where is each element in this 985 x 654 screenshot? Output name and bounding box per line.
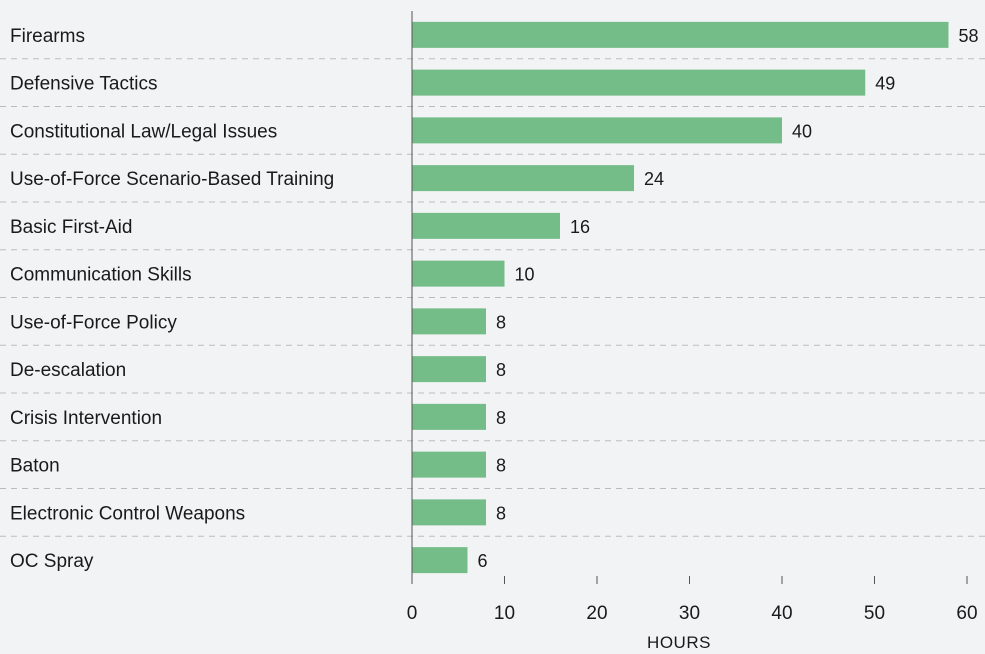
bar-oc-spray bbox=[412, 547, 468, 574]
category-label-baton: Baton bbox=[10, 456, 60, 477]
axes-group: 0 10 20 30 40 50 60 bbox=[407, 11, 978, 624]
value-label-use-of-force-policy: 8 bbox=[496, 312, 506, 332]
bar-de-escalation bbox=[412, 356, 486, 383]
value-label-basic-first-aid: 16 bbox=[570, 217, 590, 237]
x-tick-label-10: 10 bbox=[494, 603, 515, 624]
bar-use-of-force-policy bbox=[412, 308, 486, 335]
bar-crisis-intervention bbox=[412, 403, 486, 430]
category-label-defensive-tactics: Defensive Tactics bbox=[10, 74, 158, 95]
value-label-electronic-control-weapons: 8 bbox=[496, 503, 506, 523]
bar-electronic-control-weapons bbox=[412, 499, 486, 526]
value-label-constitutional-law-legal-issues: 40 bbox=[792, 121, 812, 141]
x-tick-label-50: 50 bbox=[864, 603, 885, 624]
value-label-baton: 8 bbox=[496, 456, 506, 476]
category-label-basic-first-aid: Basic First-Aid bbox=[10, 217, 132, 238]
value-label-crisis-intervention: 8 bbox=[496, 408, 506, 428]
category-label-constitutional-law-legal-issues: Constitutional Law/Legal Issues bbox=[10, 121, 277, 142]
value-label-firearms: 58 bbox=[959, 26, 979, 46]
value-labels: 58 49 40 24 16 10 8 8 8 8 8 6 bbox=[478, 26, 979, 571]
value-label-oc-spray: 6 bbox=[478, 551, 488, 571]
category-label-use-of-force-scenario-based-training: Use-of-Force Scenario-Based Training bbox=[10, 169, 334, 190]
x-tick-label-20: 20 bbox=[586, 603, 607, 624]
value-label-use-of-force-scenario-based-training: 24 bbox=[644, 169, 664, 189]
category-label-communication-skills: Communication Skills bbox=[10, 265, 192, 286]
x-axis-title: HOURS bbox=[647, 633, 711, 652]
value-label-communication-skills: 10 bbox=[515, 265, 535, 285]
x-tick-label-0: 0 bbox=[407, 603, 418, 624]
category-label-de-escalation: De-escalation bbox=[10, 360, 126, 381]
x-tick-label-40: 40 bbox=[771, 603, 792, 624]
value-label-de-escalation: 8 bbox=[496, 360, 506, 380]
bars-group bbox=[412, 21, 949, 574]
x-tick-label-30: 30 bbox=[679, 603, 700, 624]
bar-basic-first-aid bbox=[412, 212, 560, 239]
bar-use-of-force-scenario-based-training bbox=[412, 165, 634, 192]
category-label-crisis-intervention: Crisis Intervention bbox=[10, 408, 162, 429]
category-labels: Firearms Defensive Tactics Constitutional … bbox=[10, 26, 334, 572]
bar-defensive-tactics bbox=[412, 69, 866, 96]
bar-baton bbox=[412, 451, 486, 478]
category-label-firearms: Firearms bbox=[10, 26, 85, 47]
category-label-oc-spray: OC Spray bbox=[10, 551, 94, 572]
bar-communication-skills bbox=[412, 260, 505, 287]
value-label-defensive-tactics: 49 bbox=[875, 74, 895, 94]
x-tick-label-60: 60 bbox=[956, 603, 977, 624]
category-label-electronic-control-weapons: Electronic Control Weapons bbox=[10, 503, 245, 524]
category-label-use-of-force-policy: Use-of-Force Policy bbox=[10, 312, 177, 333]
bar-constitutional-law-legal-issues bbox=[412, 117, 782, 144]
bar-firearms bbox=[412, 21, 949, 48]
